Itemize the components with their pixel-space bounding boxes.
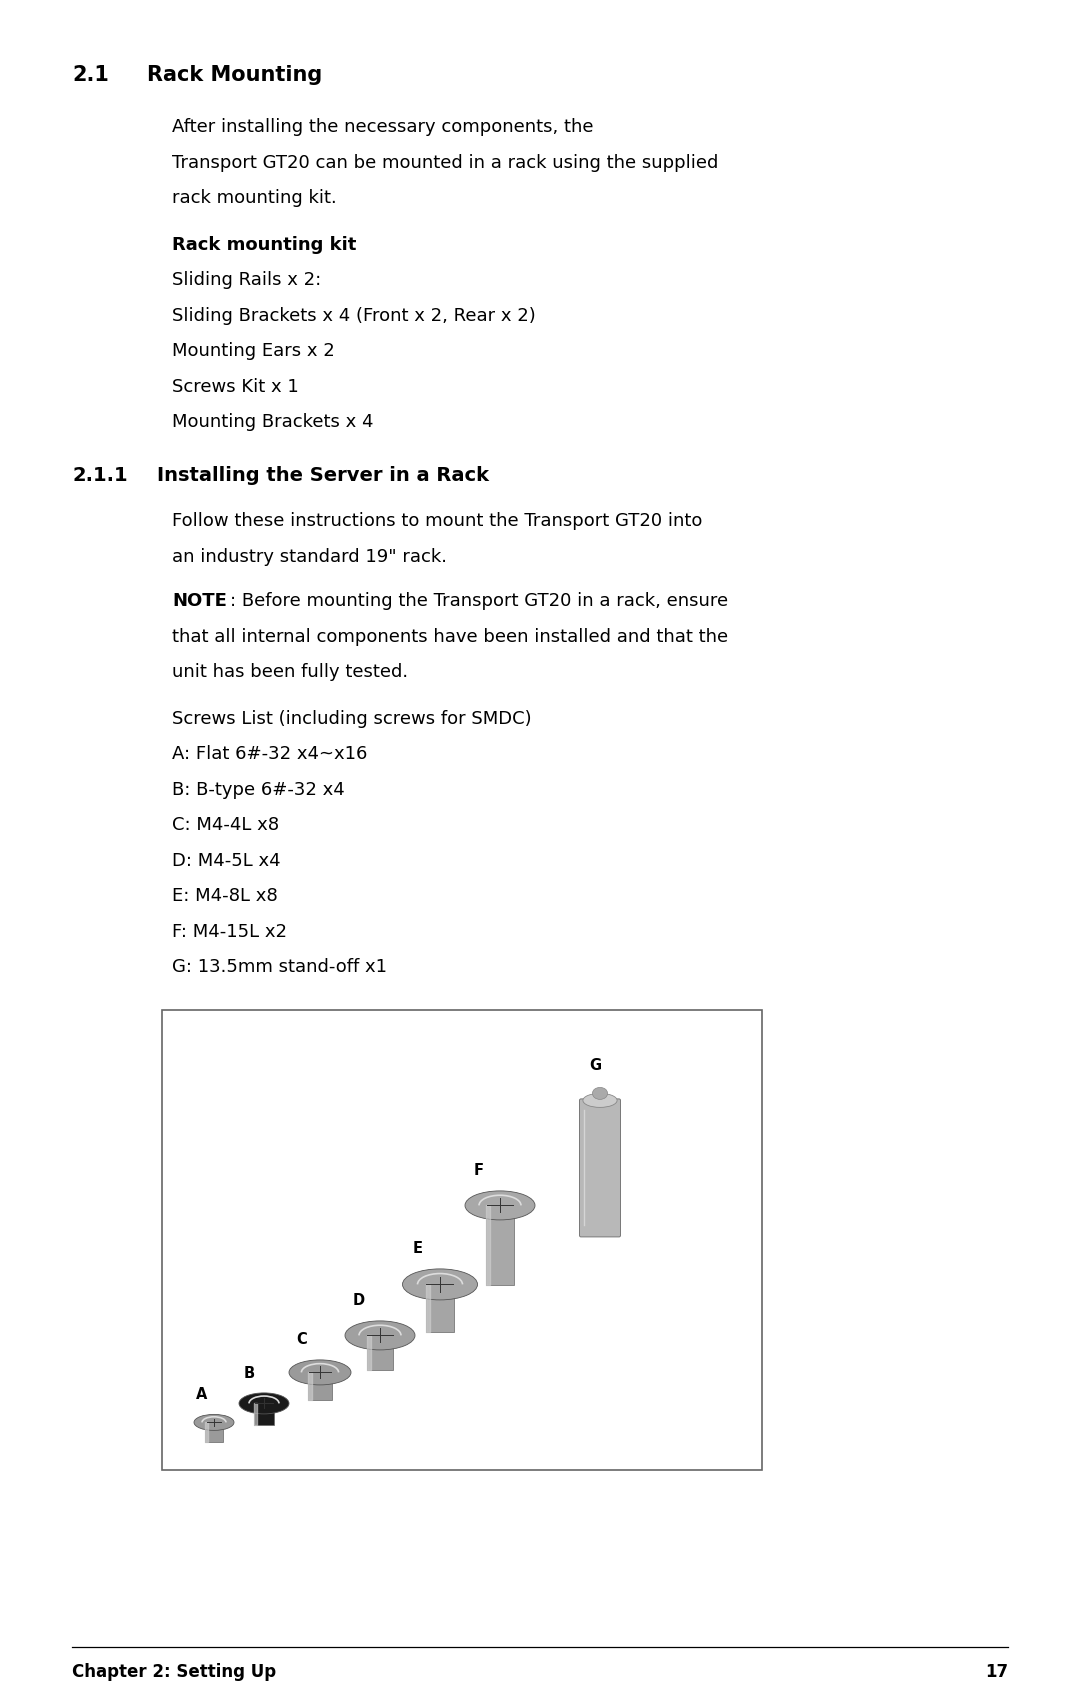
FancyBboxPatch shape xyxy=(580,1100,621,1236)
Text: Chapter 2: Setting Up: Chapter 2: Setting Up xyxy=(72,1662,276,1681)
Text: F: M4-15L x2: F: M4-15L x2 xyxy=(172,922,287,941)
Text: Rack mounting kit: Rack mounting kit xyxy=(172,235,356,253)
Text: C: M4-4L x8: C: M4-4L x8 xyxy=(172,816,279,834)
Text: B: B xyxy=(243,1365,255,1380)
Text: After installing the necessary components, the: After installing the necessary component… xyxy=(172,118,594,137)
Ellipse shape xyxy=(239,1393,289,1414)
Bar xyxy=(254,1404,274,1426)
Text: rack mounting kit.: rack mounting kit. xyxy=(172,189,337,208)
Text: unit has been fully tested.: unit has been fully tested. xyxy=(172,662,408,681)
Text: Screws List (including screws for SMDC): Screws List (including screws for SMDC) xyxy=(172,709,531,728)
Text: 17: 17 xyxy=(985,1662,1008,1681)
Ellipse shape xyxy=(403,1268,477,1301)
Text: Sliding Brackets x 4 (Front x 2, Rear x 2): Sliding Brackets x 4 (Front x 2, Rear x … xyxy=(172,307,536,324)
Bar xyxy=(162,1010,762,1471)
Text: F: F xyxy=(474,1162,484,1177)
Bar xyxy=(426,1285,454,1333)
Text: E: E xyxy=(413,1240,422,1255)
Text: G: 13.5mm stand-off x1: G: 13.5mm stand-off x1 xyxy=(172,958,387,976)
Text: 2.1.1: 2.1.1 xyxy=(72,466,127,485)
Text: Transport GT20 can be mounted in a rack using the supplied: Transport GT20 can be mounted in a rack … xyxy=(172,154,718,172)
Text: Screws Kit x 1: Screws Kit x 1 xyxy=(172,378,299,395)
Text: E: M4-8L x8: E: M4-8L x8 xyxy=(172,887,278,905)
Bar xyxy=(486,1206,514,1285)
Text: D: M4-5L x4: D: M4-5L x4 xyxy=(172,851,281,870)
Text: that all internal components have been installed and that the: that all internal components have been i… xyxy=(172,627,728,645)
Ellipse shape xyxy=(465,1191,535,1219)
Text: C: C xyxy=(296,1331,307,1346)
Ellipse shape xyxy=(345,1321,415,1350)
Ellipse shape xyxy=(593,1088,608,1100)
Text: Rack Mounting: Rack Mounting xyxy=(147,64,322,84)
Text: Sliding Rails x 2:: Sliding Rails x 2: xyxy=(172,272,321,289)
Ellipse shape xyxy=(289,1360,351,1385)
Ellipse shape xyxy=(583,1094,617,1108)
Text: A: Flat 6#-32 x4~x16: A: Flat 6#-32 x4~x16 xyxy=(172,745,367,763)
Text: 2.1: 2.1 xyxy=(72,64,109,84)
Text: NOTE: NOTE xyxy=(172,591,227,610)
Bar xyxy=(205,1422,222,1442)
Text: : Before mounting the Transport GT20 in a rack, ensure: : Before mounting the Transport GT20 in … xyxy=(229,591,728,610)
Ellipse shape xyxy=(194,1415,234,1431)
Text: B: B-type 6#-32 x4: B: B-type 6#-32 x4 xyxy=(172,780,345,799)
Text: an industry standard 19" rack.: an industry standard 19" rack. xyxy=(172,547,447,566)
Bar xyxy=(367,1336,393,1370)
Text: Installing the Server in a Rack: Installing the Server in a Rack xyxy=(157,466,489,485)
Text: Follow these instructions to mount the Transport GT20 into: Follow these instructions to mount the T… xyxy=(172,512,702,530)
Text: A: A xyxy=(197,1387,207,1402)
Text: G: G xyxy=(589,1057,602,1073)
Bar xyxy=(308,1373,332,1400)
Text: Mounting Brackets x 4: Mounting Brackets x 4 xyxy=(172,414,374,431)
Text: D: D xyxy=(353,1292,365,1307)
Text: Mounting Ears x 2: Mounting Ears x 2 xyxy=(172,343,335,360)
